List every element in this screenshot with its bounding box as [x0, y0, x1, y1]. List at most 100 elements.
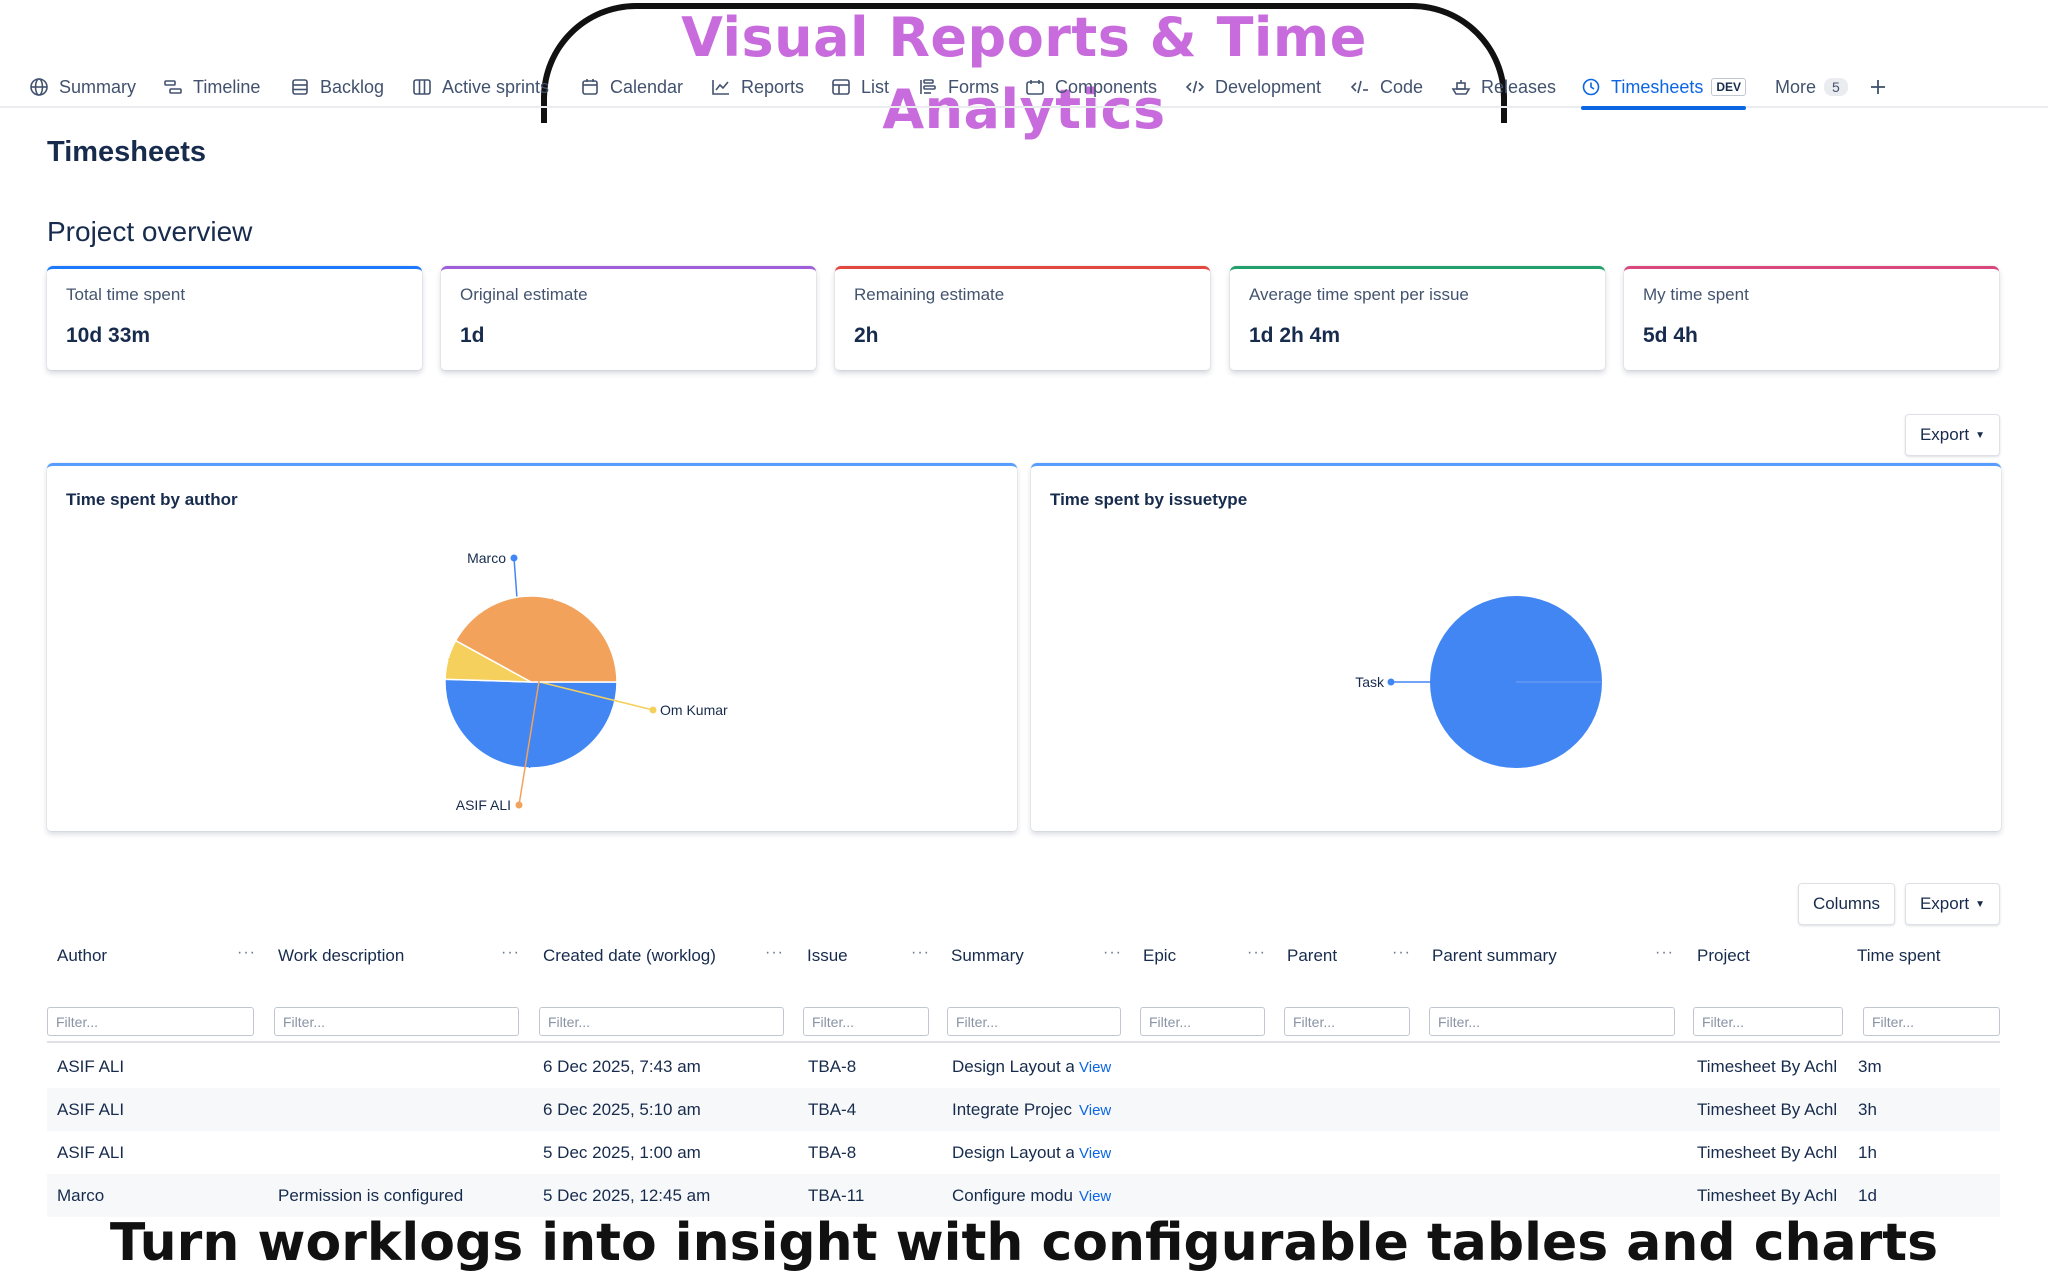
- timeline-icon: [164, 80, 182, 94]
- backlog-icon: [292, 79, 308, 95]
- filter-summary[interactable]: [947, 1007, 1121, 1036]
- cell-issue[interactable]: TBA-4: [808, 1100, 857, 1119]
- filter-parent-summary[interactable]: [1429, 1007, 1675, 1036]
- pie-label-asif-ali: ASIF ALI: [456, 797, 511, 813]
- column-menu-icon[interactable]: ···: [1103, 944, 1122, 961]
- column-label: Epic: [1143, 946, 1177, 965]
- view-link[interactable]: View: [1079, 1174, 1111, 1217]
- cell-author: Marco: [57, 1186, 105, 1205]
- tab-development[interactable]: Development: [1185, 66, 1321, 108]
- pie-chart-author: Marco Om Kumar ASIF ALI: [444, 550, 728, 813]
- view-link[interactable]: View: [1079, 1131, 1111, 1174]
- filter-work-description[interactable]: [274, 1007, 519, 1036]
- export-label: Export: [1919, 894, 1970, 913]
- tab-components[interactable]: Components: [1025, 66, 1157, 108]
- table-row[interactable]: ASIF ALI 6 Dec 2025, 5:10 am TBA-4 Integ…: [47, 1088, 2000, 1131]
- add-tab-button[interactable]: [1868, 66, 1898, 108]
- caption: Turn worklogs into insight with configur…: [109, 1213, 1939, 1273]
- column-header-project[interactable]: Project: [1687, 934, 1847, 1016]
- columns-button[interactable]: Columns: [1798, 883, 1895, 925]
- stat-value: 10d 33m: [66, 324, 151, 347]
- cell-issue[interactable]: TBA-8: [808, 1057, 857, 1076]
- tab-more[interactable]: More 5: [1775, 66, 1848, 108]
- tab-list[interactable]: List: [831, 66, 889, 108]
- view-link[interactable]: View: [1079, 1088, 1111, 1131]
- table-row[interactable]: Marco Permission is configured 5 Dec 202…: [47, 1174, 2000, 1217]
- cell-summary: Design Layout a: [952, 1057, 1074, 1076]
- cell-author: ASIF ALI: [57, 1057, 125, 1076]
- cell-created: 6 Dec 2025, 7:43 am: [543, 1057, 701, 1076]
- tab-timeline[interactable]: Timeline: [163, 66, 260, 108]
- column-header-time-spent[interactable]: Time spent: [1847, 934, 2000, 1016]
- banner-frame: [541, 3, 1507, 123]
- tab-timesheets[interactable]: Timesheets DEV: [1581, 66, 1747, 110]
- column-label: Author: [57, 946, 108, 965]
- column-header-author[interactable]: Author ···: [47, 934, 261, 1016]
- tab-summary[interactable]: Summary: [29, 66, 136, 108]
- column-menu-icon[interactable]: ···: [1655, 944, 1674, 961]
- column-label: Created date (worklog): [543, 946, 716, 965]
- table-row[interactable]: ASIF ALI 6 Dec 2025, 7:43 am TBA-8 Desig…: [47, 1045, 2000, 1088]
- filter-project[interactable]: [1693, 1007, 1843, 1036]
- tab-calendar[interactable]: Calendar: [580, 66, 683, 108]
- column-menu-icon[interactable]: ···: [765, 944, 784, 961]
- cell-issue[interactable]: TBA-11: [808, 1186, 865, 1205]
- charts-export-button[interactable]: Export ▼: [1905, 414, 2000, 456]
- column-menu-icon[interactable]: ···: [501, 944, 520, 961]
- export-label: Export: [1919, 425, 1970, 444]
- cell-project: Timesheet By Achl: [1697, 1143, 1838, 1162]
- leader-dot-asif-ali: [515, 801, 523, 809]
- stat-card-my-time: My time spent 5d 4h: [1624, 266, 1999, 370]
- column-header-epic[interactable]: Epic ···: [1133, 934, 1277, 1016]
- tab-forms[interactable]: Forms: [918, 66, 999, 108]
- cell-summary: Design Layout a: [952, 1143, 1074, 1162]
- column-menu-icon[interactable]: ···: [1247, 944, 1266, 961]
- column-header-work-description[interactable]: Work description ···: [268, 934, 533, 1016]
- cell-created: 5 Dec 2025, 1:00 am: [543, 1143, 701, 1162]
- leader-dot-task: [1387, 678, 1395, 686]
- column-header-created-date[interactable]: Created date (worklog) ···: [533, 934, 797, 1016]
- table-export-button[interactable]: Export ▼: [1905, 883, 2000, 925]
- columns-label: Columns: [1812, 894, 1881, 913]
- leader-line-om-kumar: [447, 658, 654, 711]
- column-header-parent[interactable]: Parent ···: [1277, 934, 1422, 1016]
- filter-issue[interactable]: [803, 1007, 929, 1036]
- chart-panel-issuetype: Task Time spent by issuetype: [1031, 463, 2001, 831]
- filter-time-spent[interactable]: [1863, 1007, 2000, 1036]
- column-menu-icon[interactable]: ···: [237, 944, 256, 961]
- tab-label: Timeline: [193, 76, 261, 97]
- column-menu-icon[interactable]: ···: [911, 944, 930, 961]
- tab-label: Code: [1380, 76, 1424, 97]
- tab-reports[interactable]: Reports: [711, 66, 804, 108]
- more-count-badge: 5: [1824, 78, 1848, 96]
- column-header-summary[interactable]: Summary ···: [941, 934, 1133, 1016]
- column-menu-icon[interactable]: ···: [1392, 944, 1411, 961]
- view-link[interactable]: View: [1079, 1045, 1111, 1088]
- column-header-parent-summary[interactable]: Parent summary ···: [1422, 934, 1687, 1016]
- tab-label: Components: [1055, 76, 1158, 97]
- filter-created-date[interactable]: [539, 1007, 784, 1036]
- column-header-issue[interactable]: Issue ···: [797, 934, 941, 1016]
- cell-issue[interactable]: TBA-8: [808, 1143, 857, 1162]
- column-label: Parent: [1287, 946, 1338, 965]
- view-link-label: View: [1079, 1059, 1112, 1076]
- components-icon: [1026, 80, 1044, 95]
- tab-releases[interactable]: Releases: [1451, 66, 1556, 108]
- cell-author: ASIF ALI: [57, 1100, 125, 1119]
- tab-code[interactable]: Code: [1350, 66, 1423, 108]
- tab-label: More: [1775, 76, 1817, 97]
- pie-slice-marco[interactable]: [444, 678, 618, 769]
- leader-dot-om-kumar: [649, 706, 657, 714]
- filter-epic[interactable]: [1140, 1007, 1265, 1036]
- cell-time-spent: 1d: [1858, 1186, 1877, 1205]
- leader-line-asif-ali: [518, 598, 554, 806]
- cell-project: Timesheet By Achl: [1697, 1186, 1838, 1205]
- tab-active-sprints[interactable]: Active sprints: [412, 66, 549, 108]
- table-row[interactable]: ASIF ALI 5 Dec 2025, 1:00 am TBA-8 Desig…: [47, 1131, 2000, 1174]
- project-nav: Summary Timeline Backlog Active sprints …: [0, 66, 2048, 110]
- filter-author[interactable]: [47, 1007, 254, 1036]
- caret-down-icon: ▼: [1975, 898, 1986, 910]
- tab-backlog[interactable]: Backlog: [290, 66, 384, 108]
- plus-icon: [1871, 80, 1885, 94]
- filter-parent[interactable]: [1284, 1007, 1410, 1036]
